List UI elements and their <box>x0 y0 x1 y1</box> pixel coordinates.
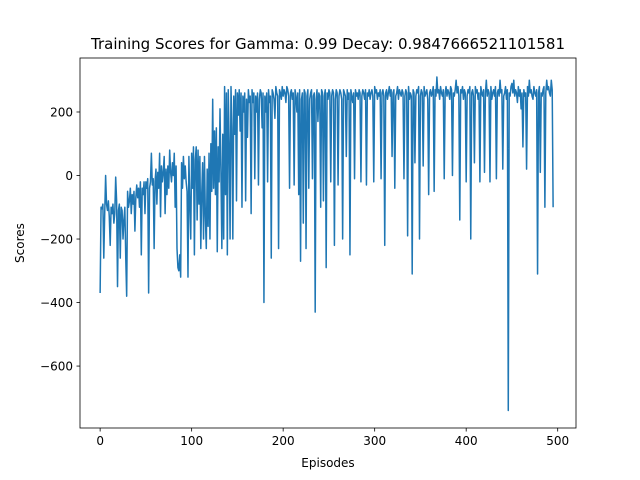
y-tick-label: 0 <box>65 169 73 183</box>
y-tick-label: −200 <box>40 232 73 246</box>
y-tick-label: −400 <box>40 296 73 310</box>
y-axis-label: Scores <box>13 223 27 263</box>
axes-frame <box>79 57 577 429</box>
chart-title: Training Scores for Gamma: 0.99 Decay: 0… <box>90 35 565 53</box>
x-tick-label: 500 <box>546 434 569 448</box>
y-tick-label: −600 <box>40 359 73 373</box>
x-tick-label: 200 <box>272 434 295 448</box>
y-tick-label: 200 <box>50 105 73 119</box>
x-tick-label: 300 <box>363 434 386 448</box>
x-axis: 0 100 200 300 400 500 <box>96 428 569 448</box>
plot-area <box>79 57 577 429</box>
y-axis: −600 −400 −200 0 200 <box>40 105 80 373</box>
x-axis-label: Episodes <box>301 456 354 470</box>
x-tick-label: 0 <box>96 434 104 448</box>
x-tick-label: 400 <box>455 434 478 448</box>
series-line <box>99 76 554 412</box>
x-tick-label: 100 <box>180 434 203 448</box>
axes-background <box>80 58 576 428</box>
